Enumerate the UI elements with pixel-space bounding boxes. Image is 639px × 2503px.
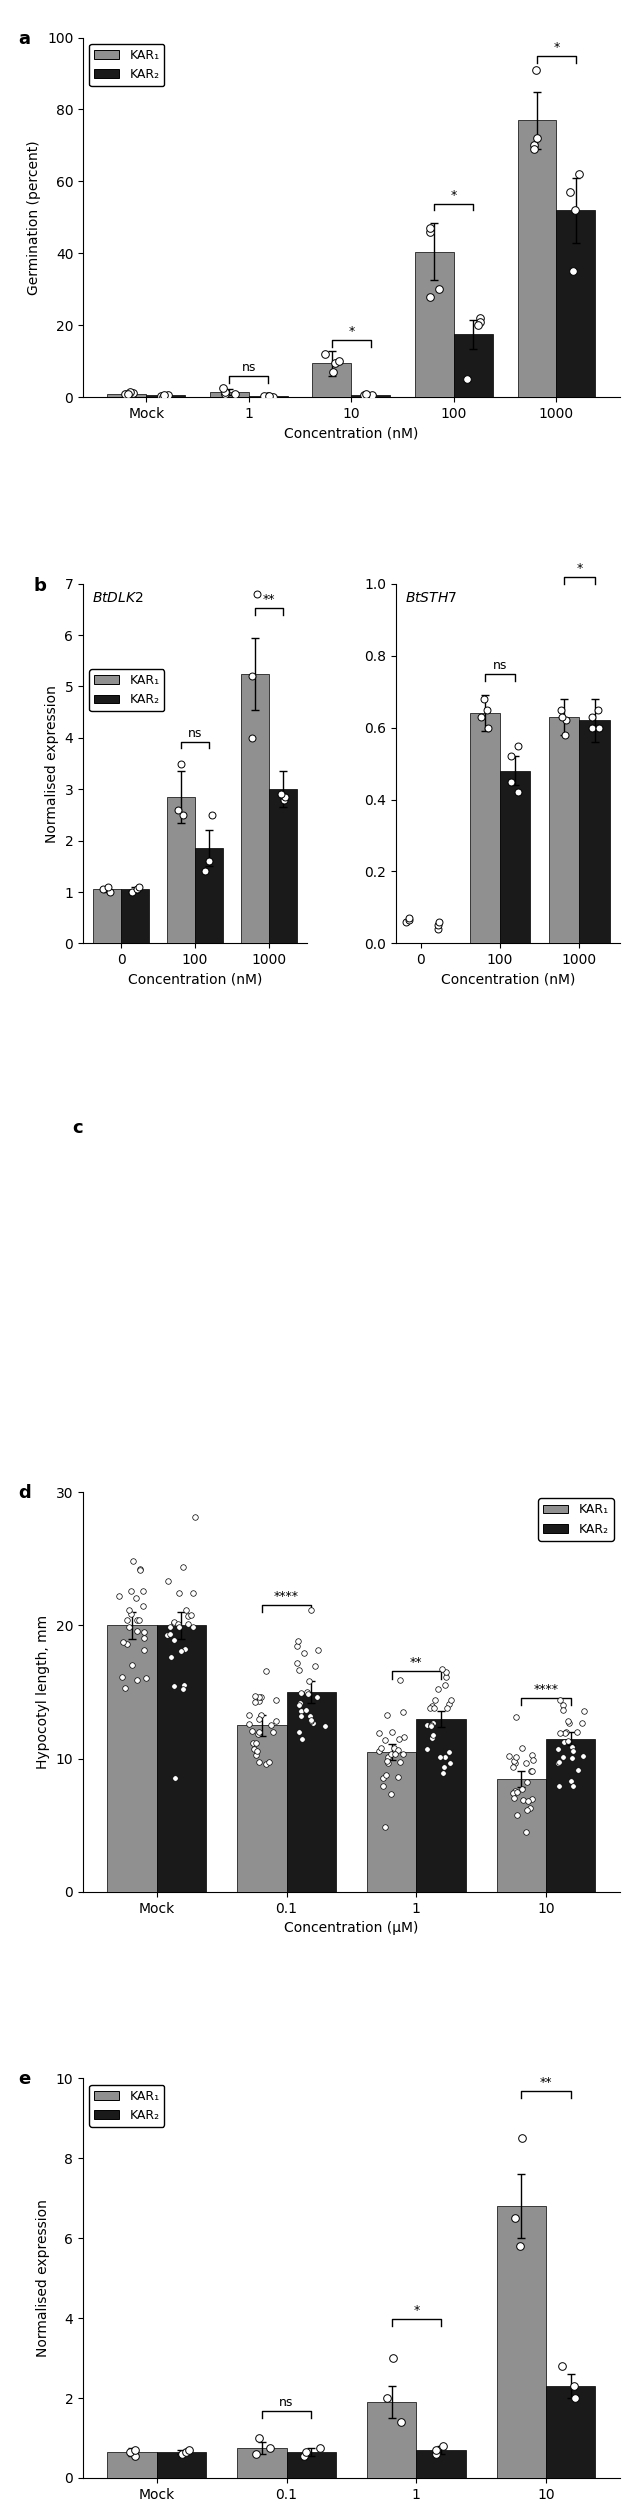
Text: *: *: [348, 325, 355, 338]
Y-axis label: Germination (percent): Germination (percent): [27, 140, 42, 295]
Bar: [167, 796, 195, 944]
Bar: [580, 721, 610, 944]
Text: b: b: [34, 576, 47, 596]
X-axis label: Concentration (nM): Concentration (nM): [284, 426, 419, 441]
Bar: [500, 771, 530, 944]
Text: $\it{BtDLK2}$: $\it{BtDLK2}$: [92, 591, 144, 606]
Text: Mock: Mock: [120, 1284, 153, 1297]
Text: *: *: [553, 43, 560, 55]
X-axis label: Concentration (μM): Concentration (μM): [284, 1922, 419, 1935]
Text: ****: ****: [534, 1682, 558, 1697]
Y-axis label: Normalised expression: Normalised expression: [45, 686, 59, 844]
Bar: [550, 716, 580, 944]
Bar: [157, 2453, 206, 2478]
Text: *: *: [413, 2303, 419, 2318]
Text: a: a: [19, 30, 31, 48]
Bar: [107, 393, 146, 398]
Y-axis label: Normalised expression: Normalised expression: [36, 2200, 50, 2358]
Bar: [415, 253, 454, 398]
Bar: [557, 210, 596, 398]
Text: 1 μM KAR$_2$: 1 μM KAR$_2$: [468, 1282, 535, 1297]
Bar: [237, 2448, 286, 2478]
Legend: KAR₁, KAR₂: KAR₁, KAR₂: [89, 2085, 164, 2128]
Legend: KAR₁, KAR₂: KAR₁, KAR₂: [89, 43, 164, 85]
Bar: [107, 2453, 157, 2478]
Text: **: **: [540, 2075, 552, 2090]
Text: ns: ns: [493, 658, 507, 673]
Text: ****: ****: [274, 1589, 299, 1602]
Text: c: c: [72, 1119, 83, 1136]
Text: ns: ns: [279, 2395, 294, 2408]
Text: *: *: [451, 188, 457, 203]
Bar: [286, 2453, 336, 2478]
Bar: [210, 393, 249, 398]
Bar: [93, 889, 121, 944]
Text: e: e: [19, 2070, 31, 2088]
Bar: [240, 673, 268, 944]
Text: *: *: [576, 563, 583, 576]
Text: 1 μM KAR$_1$: 1 μM KAR$_1$: [286, 1282, 353, 1297]
X-axis label: Concentration (nM): Concentration (nM): [441, 974, 575, 986]
Bar: [518, 120, 557, 398]
Bar: [497, 1780, 546, 1892]
Bar: [195, 849, 223, 944]
Bar: [286, 1692, 336, 1892]
Bar: [157, 1624, 206, 1892]
Bar: [417, 1720, 466, 1892]
Text: ns: ns: [242, 360, 256, 375]
Bar: [121, 889, 150, 944]
Text: d: d: [19, 1484, 31, 1502]
Bar: [546, 1740, 596, 1892]
Y-axis label: Hypocotyl length, mm: Hypocotyl length, mm: [36, 1614, 50, 1770]
Text: **: **: [410, 1657, 422, 1670]
Bar: [497, 2205, 546, 2478]
Legend: KAR₁, KAR₂: KAR₁, KAR₂: [539, 1499, 613, 1542]
Bar: [107, 1624, 157, 1892]
Bar: [237, 1725, 286, 1892]
Bar: [367, 1752, 417, 1892]
X-axis label: Concentration (nM): Concentration (nM): [128, 974, 262, 986]
Text: $\it{BtSTH7}$: $\it{BtSTH7}$: [405, 591, 458, 606]
Text: ns: ns: [188, 726, 202, 741]
Bar: [417, 2450, 466, 2478]
Legend: KAR₁, KAR₂: KAR₁, KAR₂: [89, 668, 164, 711]
Bar: [367, 2403, 417, 2478]
Text: $\it{BtDLK2}$: $\it{BtDLK2}$: [94, 2088, 146, 2100]
Bar: [268, 788, 296, 944]
Bar: [546, 2385, 596, 2478]
Bar: [470, 713, 500, 944]
Bar: [454, 335, 493, 398]
Bar: [312, 363, 351, 398]
Text: **: **: [263, 593, 275, 606]
